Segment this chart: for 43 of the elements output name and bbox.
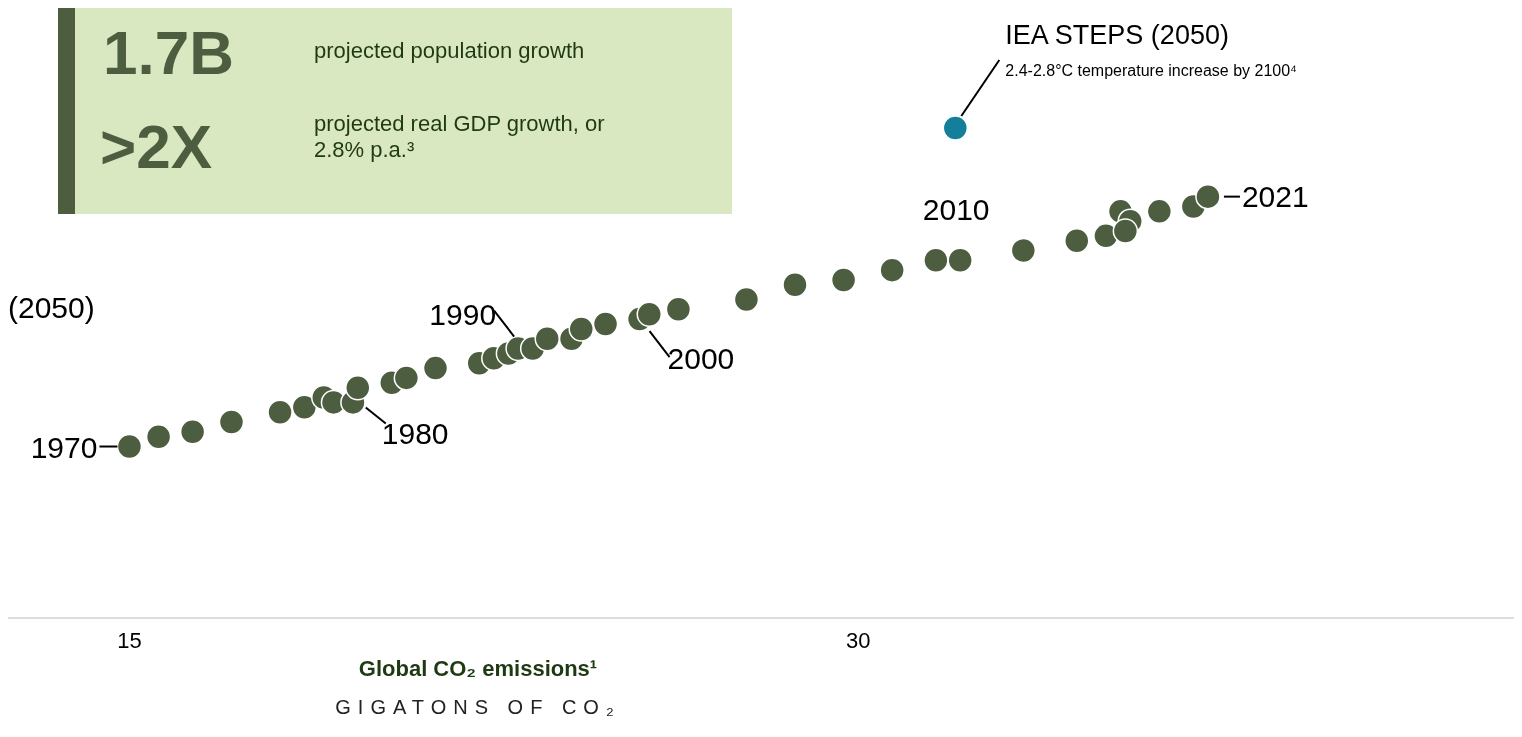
text: projected population growth: [314, 38, 585, 63]
annotation: >2X: [100, 112, 213, 181]
point: [923, 247, 949, 274]
annotation: projected real GDP growth, or 2.8% p.a.³: [314, 111, 605, 163]
point: [1146, 198, 1173, 225]
text: 2.4-2.8°C temperature increase by 2100⁴: [1005, 62, 1298, 80]
annotation: 1990: [429, 297, 497, 331]
point: [393, 365, 420, 391]
point: [179, 419, 206, 445]
point: [942, 115, 969, 141]
text: IEA STEPS (2050): [1005, 20, 1229, 51]
point: [1112, 218, 1139, 244]
x-tick-label: 30: [845, 627, 871, 653]
point: [145, 423, 172, 450]
point: [1010, 237, 1037, 264]
point: [568, 316, 594, 342]
annotation: (2050): [8, 291, 95, 325]
point: [291, 394, 318, 421]
x-tick-label: 15: [117, 627, 142, 653]
point: [116, 433, 143, 460]
text: GIGATONS OF CO₂: [334, 696, 622, 719]
point: [665, 296, 692, 323]
text: 1.7B: [103, 18, 234, 87]
point: [1195, 183, 1221, 210]
point: [947, 247, 973, 274]
point: [422, 355, 449, 381]
point: [830, 267, 857, 293]
point: [218, 409, 245, 435]
annotation: 2010: [922, 193, 990, 227]
point: [879, 257, 905, 283]
x-axis-title: Global CO₂ emissions¹: [357, 656, 599, 682]
annotation: 1980: [381, 416, 449, 450]
annotation: 1970: [30, 430, 98, 464]
annotation: 2021: [1241, 179, 1309, 213]
point: [592, 311, 619, 337]
point: [345, 374, 371, 401]
point: [733, 286, 760, 313]
point: [636, 301, 663, 327]
point: [1064, 227, 1090, 254]
point: [534, 325, 560, 352]
annotation: 2000: [667, 342, 735, 376]
point: [267, 399, 293, 425]
point: [782, 272, 808, 298]
